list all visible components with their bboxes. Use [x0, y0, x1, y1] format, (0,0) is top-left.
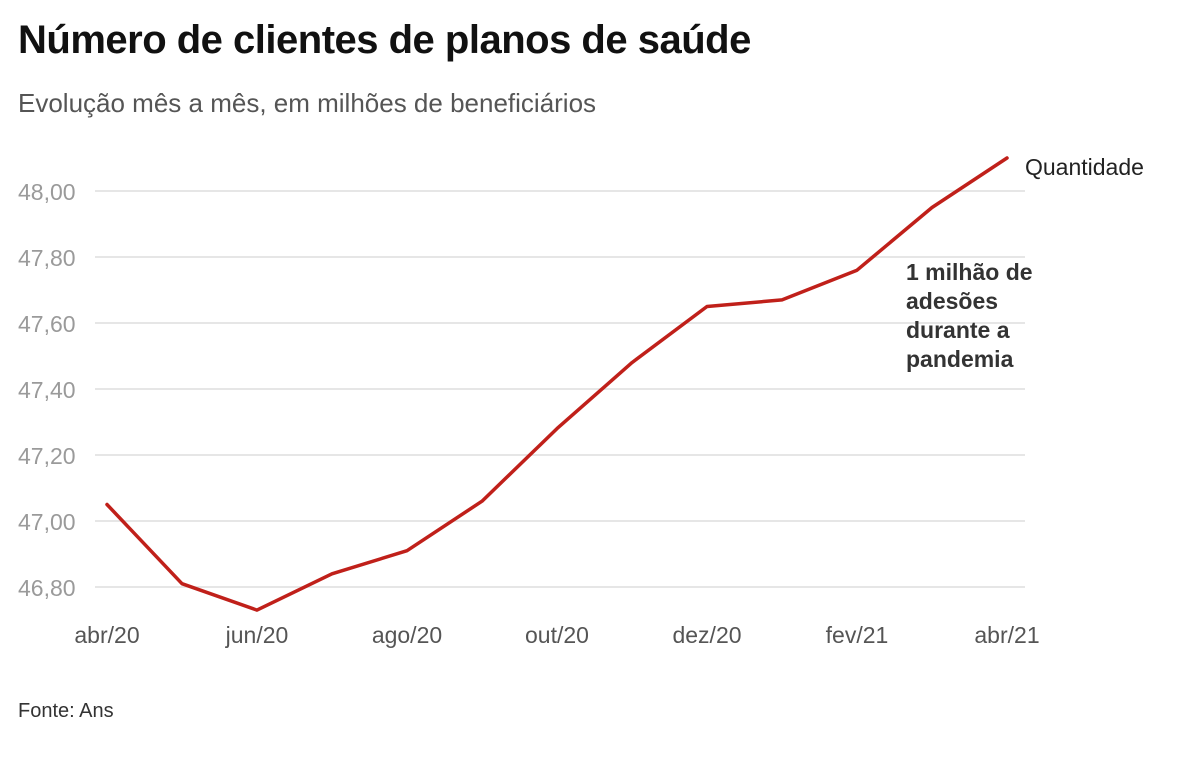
x-tick-label: ago/20 — [372, 622, 442, 648]
y-tick-label: 46,80 — [18, 575, 76, 601]
y-tick-label: 47,40 — [18, 377, 76, 403]
x-tick-label: abr/21 — [974, 622, 1039, 648]
gridlines — [95, 190, 1025, 588]
x-tick-label: dez/20 — [672, 622, 741, 648]
x-tick-label: out/20 — [525, 622, 589, 648]
annotation-line: pandemia — [906, 346, 1014, 372]
annotation-line: 1 milhão de — [906, 259, 1033, 285]
x-axis-ticks: abr/20 jun/20 ago/20 out/20 dez/20 fev/21 abr/… — [74, 622, 1039, 648]
annotation-group: 1 milhão de adesões durante a pandemia — [906, 259, 1033, 372]
annotation-text: 1 milhão de adesões durante a pandemia — [906, 259, 1033, 372]
y-tick-label: 47,80 — [18, 245, 76, 271]
source-note: Fonte: Ans — [18, 700, 114, 722]
x-tick-label: abr/20 — [74, 622, 139, 648]
y-tick-label: 47,20 — [18, 443, 76, 469]
y-axis-ticks: 46,80 47,00 47,20 47,40 47,60 47,80 48,00 — [18, 179, 76, 601]
y-tick-label: 47,60 — [18, 311, 76, 337]
annotation-line: durante a — [906, 317, 1010, 343]
series-group — [105, 156, 1009, 612]
chart-title: Número de clientes de planos de saúde — [18, 18, 751, 62]
annotation-line: adesões — [906, 288, 998, 314]
series-labels: Quantidade — [1025, 154, 1144, 180]
x-tick-label: fev/21 — [826, 622, 889, 648]
series-line-quantidade — [105, 156, 1009, 612]
x-tick-label: jun/20 — [225, 622, 289, 648]
y-tick-label: 47,00 — [18, 509, 76, 535]
chart-subtitle: Evolução mês a mês, em milhões de benefi… — [18, 88, 597, 118]
series-label: Quantidade — [1025, 154, 1144, 180]
y-tick-label: 48,00 — [18, 179, 76, 205]
